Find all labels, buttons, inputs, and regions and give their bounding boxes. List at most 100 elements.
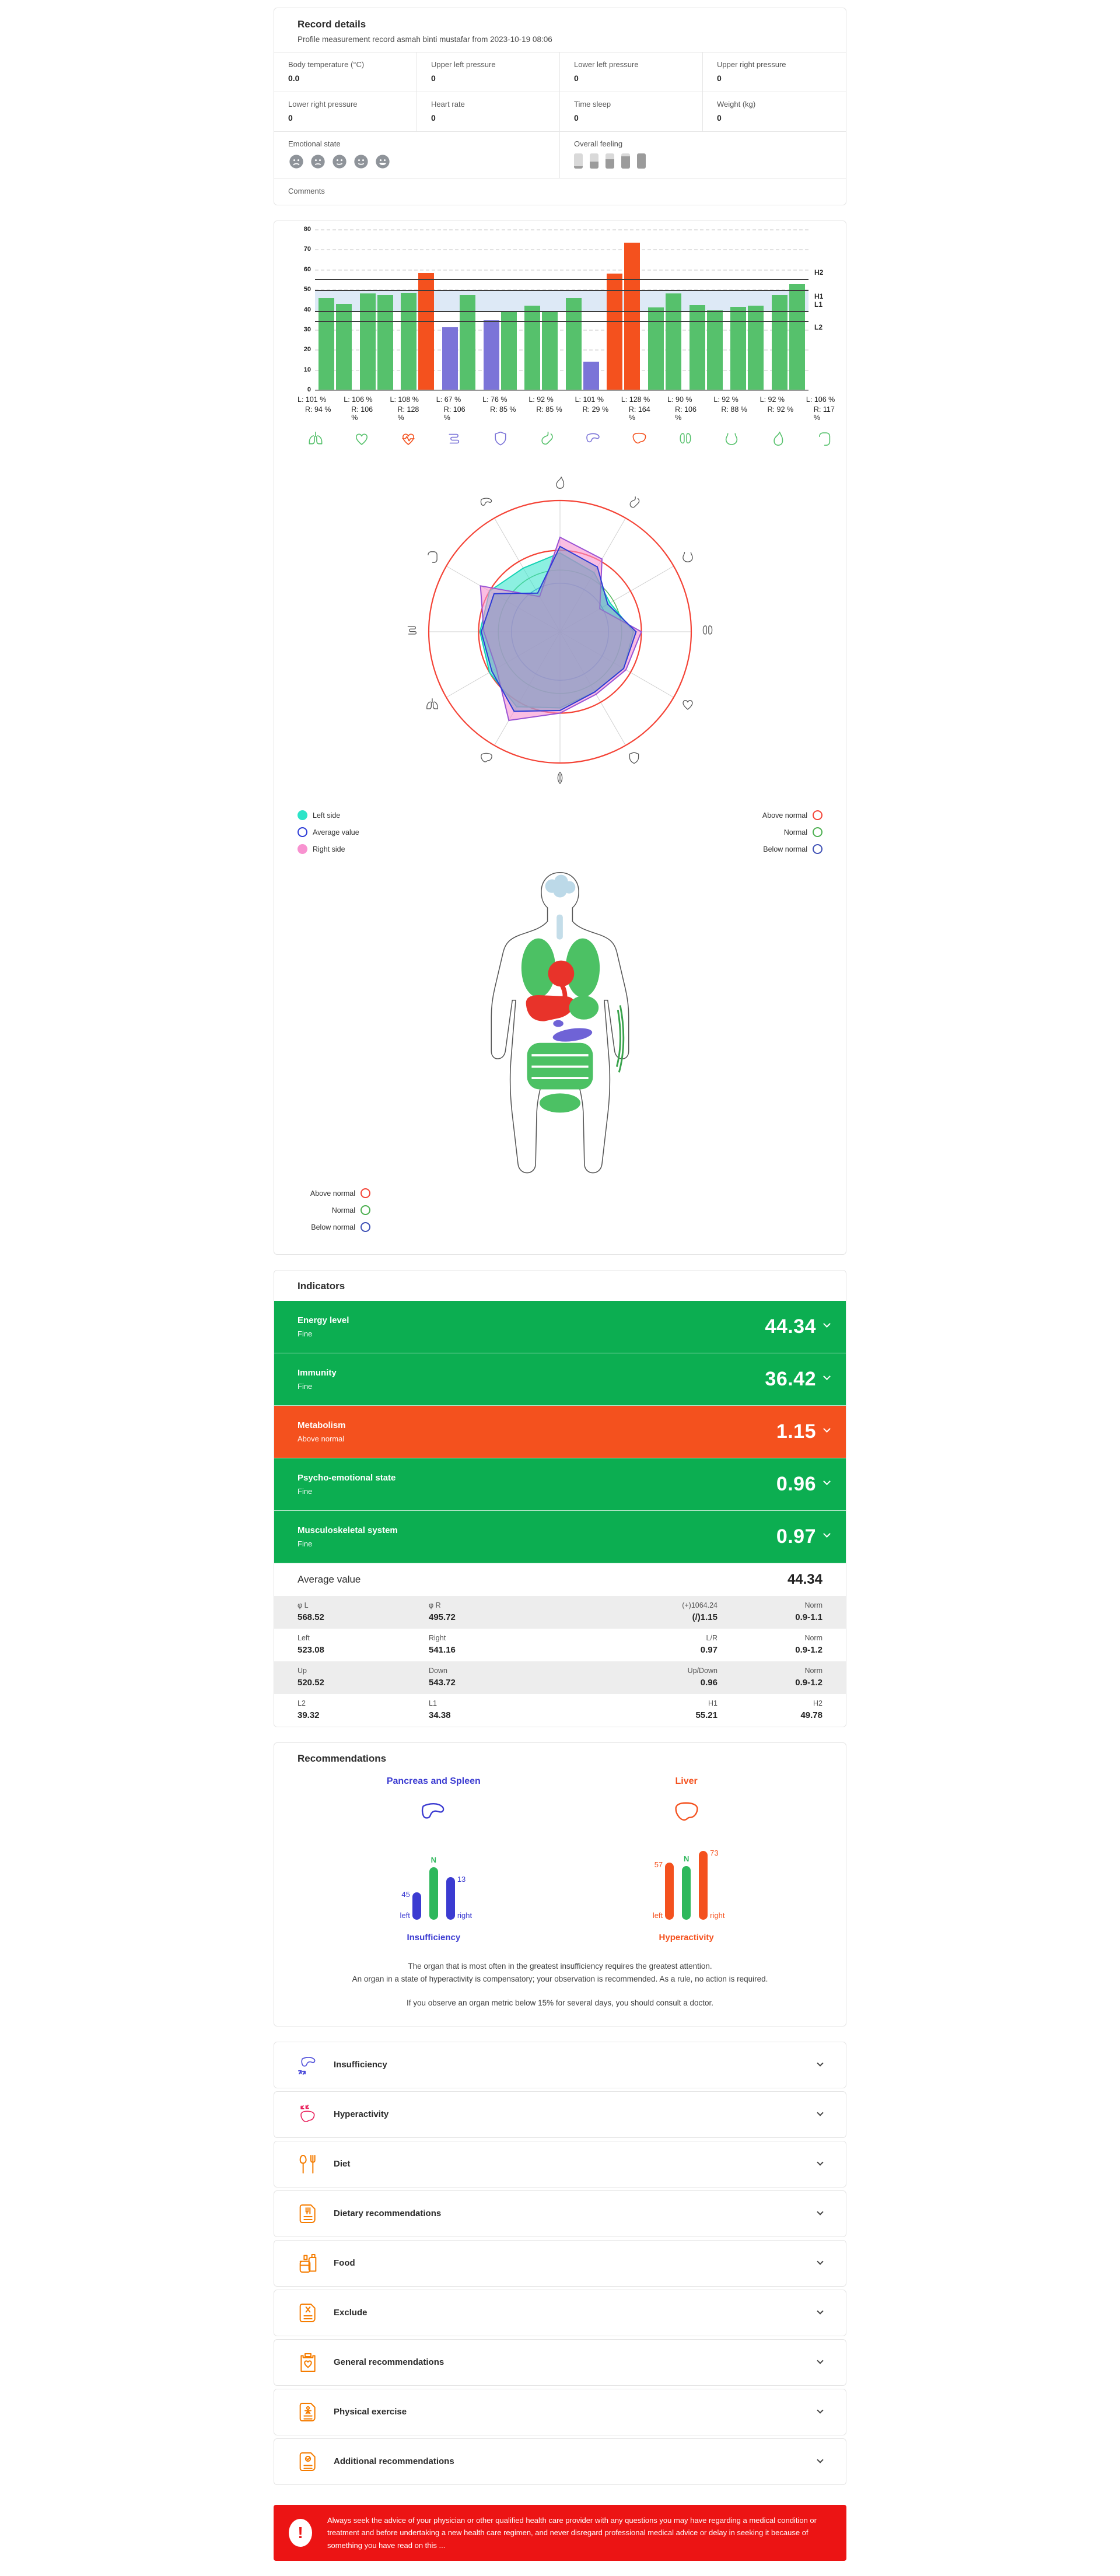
field-value: 0 [288,113,293,123]
average-value-label: Average value [298,1574,361,1585]
bar-side-label: left [400,1911,410,1920]
legend-item-above-normal: Above normal [762,810,822,820]
legend-swatch [298,827,307,837]
page: Record details Profile measurement recor… [274,0,846,2561]
indicator-name: Psycho-emotional state [298,1473,396,1483]
field-lower-right-pressure: Lower right pressure 0 [274,92,417,132]
accordion-physical-exercise[interactable]: Physical exercise [274,2388,846,2435]
pancreas-icon [422,1803,444,1819]
indicator-row-energy-level[interactable]: Energy level Fine 44.34 [274,1301,846,1353]
feelings-row: Emotional state Overall feeling [274,132,846,178]
indicator-row-psycho-emotional-state[interactable]: Psycho-emotional state Fine 0.96 [274,1458,846,1511]
indicator-row-immunity[interactable]: Immunity Fine 36.42 [274,1353,846,1406]
bar-side-label: left [652,1911,663,1920]
cutlery-icon [295,2152,321,2176]
cell-value: 541.16 [429,1645,456,1655]
field-label: Upper right pressure [717,60,786,69]
legend-label: Average value [313,828,359,836]
bar-group-lungs [318,229,352,390]
emotion-sad-icon[interactable] [310,153,326,170]
accordion-insufficiency[interactable]: Insufficiency [274,2041,846,2088]
battery-level-5-icon[interactable] [637,153,646,169]
battery-level-3-icon[interactable] [606,153,614,169]
comments-field[interactable]: Comments [274,178,846,205]
organ-mini-chart: 45 left N 13 right [340,1844,527,1920]
right-bar-heart [377,295,393,390]
accordion-food[interactable]: Food [274,2239,846,2287]
accordion-label: Diet [334,2159,351,2169]
field-label: Lower left pressure [574,60,639,69]
bar-label-colon: L: 106 % R: 117 % [806,396,835,422]
emotion-very-sad-icon[interactable] [288,153,304,170]
legend-item-above-normal: Above normal [298,1188,370,1198]
recommendation-notes: The organ that is most often in the grea… [274,1943,846,2026]
cell-label: Up/Down [687,1667,718,1675]
radar-svg [428,499,692,764]
cell-label: Norm [804,1634,822,1642]
indicator-value: 1.15 [776,1420,816,1443]
indicator-row-musculoskeletal-system[interactable]: Musculoskeletal system Fine 0.97 [274,1511,846,1563]
emotion-good-icon[interactable] [353,153,369,170]
bar-value: 73 [710,1849,719,1857]
accordion-hyperactivity[interactable]: Hyperactivity [274,2091,846,2138]
emotional-state-label: Emotional state [288,139,341,148]
mini-bar [665,1863,674,1920]
left-bar-heart [359,293,376,390]
accordion-additional-recommendations[interactable]: Additional recommendations [274,2438,846,2485]
table-cell-h2: H2 49.78 [718,1699,822,1720]
accordion-label: Dietary recommendations [334,2208,442,2219]
emotion-neutral-icon[interactable] [331,153,348,170]
cell-label: H1 [708,1699,718,1707]
radar-axis-gallbladder [552,475,568,494]
stomach-icon [541,431,554,445]
right-bar-liver [624,243,640,390]
table-cell-l1: L1 34.38 [429,1699,560,1720]
battery-level-2-icon[interactable] [590,153,598,169]
trachea-organ [556,914,563,940]
accordion-general-recommendations[interactable]: General recommendations [274,2339,846,2386]
stomach-icon [629,496,639,508]
indicators-table-row: L2 39.32 L1 34.38 H1 55.21 H2 49.78 [274,1694,846,1727]
battery-level-4-icon[interactable] [621,153,630,169]
table-cell-norm: Norm 0.9-1.2 [718,1634,822,1655]
note-spacer [309,1986,811,1997]
indicators-table-row: Up 520.52 Down 543.72 Up/Down 0.96 Norm 0.9-1.2 [274,1661,846,1694]
cell-value: 34.38 [429,1710,451,1720]
y-axis-tick: 30 [303,326,311,333]
cell-label: Up [298,1667,307,1675]
cell-label: φ R [429,1601,441,1609]
legend-item-average-value: Average value [298,827,359,837]
recommendation-accordions: Insufficiency Hyperactivity Diet Dietary re… [274,2041,846,2485]
battery-level-1-icon[interactable] [574,153,583,169]
cell-label: Norm [804,1667,822,1675]
emotional-state-icons [288,153,545,170]
accordion-label: Exclude [334,2308,368,2318]
field-lower-left-pressure: Lower left pressure 0 [560,52,703,92]
right-bar-shield [501,312,517,390]
right-bar-colon [789,284,805,390]
kidneys-icon [680,433,691,444]
accordion-exclude[interactable]: Exclude [274,2289,846,2336]
organ-icon-cell [528,430,565,447]
bar-chart-labels: L: 101 % R: 94 % L: 106 % R: 106 % L: 108 % R… [298,396,842,422]
legend-swatch [298,810,307,820]
gridline-0 [315,390,808,391]
indicator-row-metabolism[interactable]: Metabolism Above normal 1.15 [274,1406,846,1458]
accordion-diet[interactable]: Diet [274,2140,846,2188]
field-weight-kg-: Weight (kg) 0 [703,92,846,132]
accordion-label: Additional recommendations [334,2456,454,2467]
accordion-dietary-recommendations[interactable]: Dietary recommendations [274,2190,846,2237]
y-axis-tick: 70 [303,246,311,253]
radar-axis-leaf [552,771,568,789]
organ-icon-cell [482,430,519,447]
gridline-80 [315,229,808,230]
legend-item-below-normal: Below normal [298,1222,370,1232]
radar-axis-kidneys [700,623,715,641]
intestine-icon [407,626,417,635]
stomach-organ [569,995,599,1020]
field-time-sleep: Time sleep 0 [560,92,703,132]
bar-label-gallbladder: L: 92 % R: 92 % [760,396,794,414]
pancreas-down-icon [295,2053,321,2077]
emotion-happy-icon[interactable] [374,153,391,170]
liver-up-icon [295,2103,321,2126]
